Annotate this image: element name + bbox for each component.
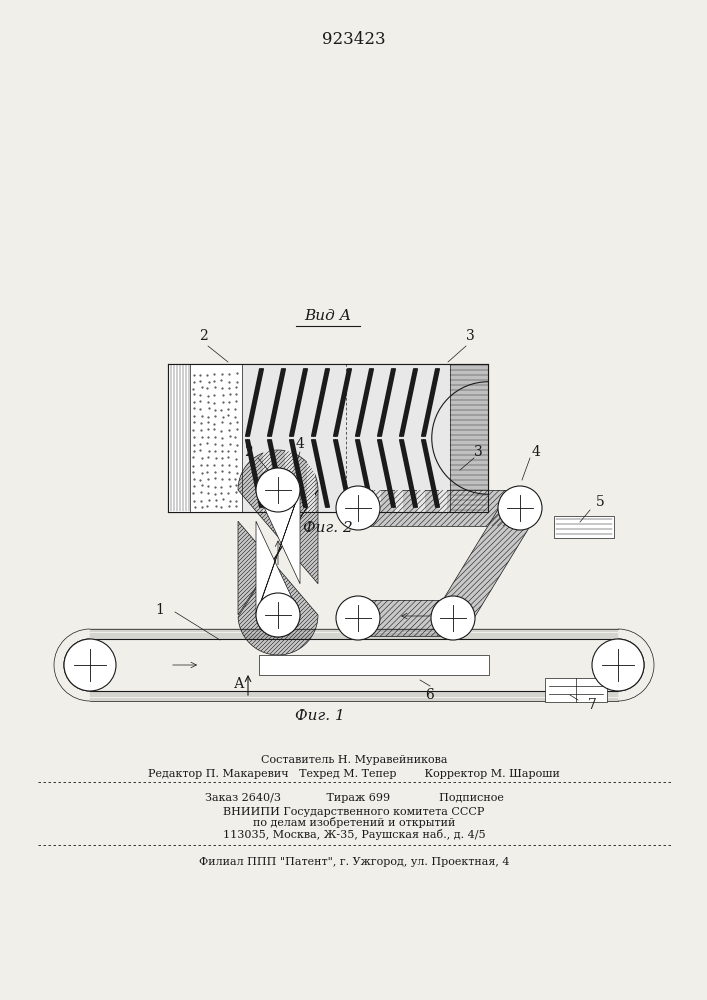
Circle shape (336, 486, 380, 530)
Bar (329, 364, 337, 512)
Bar (395, 364, 403, 512)
Text: 113035, Москва, Ж-35, Раушская наб., д. 4/5: 113035, Москва, Ж-35, Раушская наб., д. … (223, 828, 485, 840)
Bar (351, 364, 359, 512)
Text: 7: 7 (588, 698, 597, 712)
Bar (545, 678, 607, 702)
Bar (307, 364, 315, 512)
Bar (554, 516, 614, 538)
Polygon shape (450, 364, 488, 512)
Circle shape (592, 639, 644, 691)
Text: 2: 2 (244, 445, 252, 459)
Text: Редактор П. Макаревич   Техред М. Тепер        Корректор М. Шароши: Редактор П. Макаревич Техред М. Тепер Ко… (148, 769, 560, 779)
Text: 6: 6 (426, 688, 434, 702)
Text: 4: 4 (532, 445, 540, 459)
Text: 923423: 923423 (322, 31, 386, 48)
Circle shape (256, 468, 300, 512)
Text: ВНИИПИ Государственного комитета СССР: ВНИИПИ Государственного комитета СССР (223, 807, 485, 817)
Bar (168, 364, 190, 512)
Text: Вид А: Вид А (305, 309, 351, 323)
Bar (373, 364, 381, 512)
Text: 4: 4 (296, 437, 305, 451)
Circle shape (336, 596, 380, 640)
Polygon shape (438, 499, 535, 627)
Text: Фиг. 2: Фиг. 2 (303, 521, 353, 535)
Polygon shape (256, 468, 300, 637)
Bar (263, 364, 271, 512)
Bar (242, 364, 450, 512)
Text: Филиал ППП "Патент", г. Ужгород, ул. Проектная, 4: Филиал ППП "Патент", г. Ужгород, ул. Про… (199, 857, 509, 867)
Circle shape (498, 486, 542, 530)
Text: Фиг. 1: Фиг. 1 (295, 709, 345, 723)
Polygon shape (358, 600, 453, 636)
Text: 1: 1 (156, 603, 165, 617)
Circle shape (431, 596, 475, 640)
Bar (168, 364, 488, 512)
Text: 5: 5 (595, 495, 604, 509)
Text: 3: 3 (466, 329, 474, 343)
Bar (190, 364, 242, 512)
Bar (450, 364, 488, 512)
Polygon shape (238, 450, 318, 655)
Text: А: А (234, 677, 245, 691)
Polygon shape (358, 490, 520, 526)
Text: 2: 2 (199, 329, 207, 343)
Text: Составитель Н. Муравейникова: Составитель Н. Муравейникова (261, 755, 448, 765)
Circle shape (64, 639, 116, 691)
Bar (417, 364, 425, 512)
Text: Заказ 2640/3             Тираж 699              Подписное: Заказ 2640/3 Тираж 699 Подписное (204, 793, 503, 803)
Bar (439, 364, 447, 512)
Text: по делам изобретений и открытий: по делам изобретений и открытий (253, 818, 455, 828)
Bar (285, 364, 293, 512)
Text: 3: 3 (474, 445, 482, 459)
Bar (259, 655, 489, 675)
Circle shape (256, 593, 300, 637)
